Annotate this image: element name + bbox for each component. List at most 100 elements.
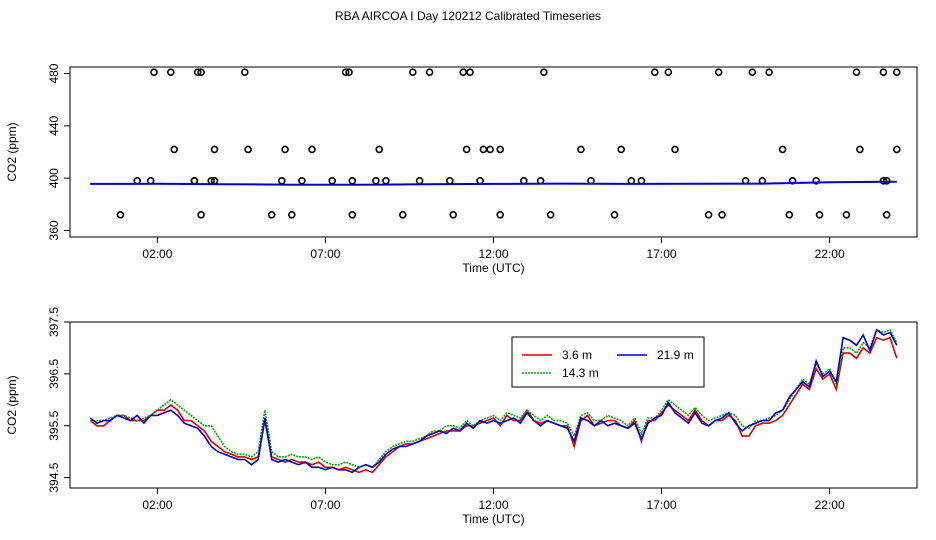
data-point <box>193 68 202 76</box>
y-axis-label: CO2 (ppm) <box>5 122 19 181</box>
data-point <box>577 145 585 154</box>
data-point <box>408 68 417 76</box>
data-point <box>398 211 407 219</box>
series-line-1 <box>89 336 898 474</box>
y-axis-label: CO2 (ppm) <box>5 375 19 434</box>
y-tick-label: 394.5 <box>47 462 61 492</box>
legend-label: 21.9 m <box>657 348 694 362</box>
series-line-3 <box>89 328 898 474</box>
data-point <box>704 211 713 219</box>
data-point <box>425 68 434 76</box>
data-point <box>479 145 488 154</box>
x-tick-label: 12:00 <box>478 498 508 512</box>
data-point <box>650 68 659 76</box>
y-tick-label: 440 <box>47 116 61 136</box>
series-line-2 <box>90 328 898 469</box>
x-axis-label: Time (UTC) <box>462 261 524 275</box>
data-point <box>785 211 794 219</box>
x-tick-label: 12:00 <box>478 247 508 261</box>
data-point <box>664 68 673 76</box>
y-tick-label: 360 <box>47 220 61 240</box>
data-point <box>778 145 787 154</box>
data-point <box>372 177 380 185</box>
data-point <box>298 177 306 185</box>
data-point <box>348 177 357 185</box>
data-point <box>382 177 390 185</box>
data-point <box>308 145 316 154</box>
data-point <box>496 211 505 219</box>
x-axis-label: Time (UTC) <box>462 512 524 526</box>
data-point <box>540 68 548 76</box>
x-tick-label: 17:00 <box>647 247 677 261</box>
data-point <box>718 211 726 219</box>
data-point <box>892 68 901 76</box>
data-point <box>170 145 178 154</box>
data-point <box>842 211 851 219</box>
data-point <box>476 177 484 185</box>
legend-label: 3.6 m <box>562 348 592 362</box>
data-point <box>277 177 286 185</box>
data-point <box>765 68 773 76</box>
data-point <box>197 211 205 219</box>
y-tick-label: 400 <box>47 168 61 188</box>
data-point <box>150 68 158 76</box>
data-point <box>197 68 205 76</box>
data-point <box>210 145 219 154</box>
x-tick-label: 02:00 <box>142 247 172 261</box>
data-point <box>617 145 626 154</box>
data-point <box>267 211 276 219</box>
data-point <box>610 211 619 219</box>
data-point <box>244 145 252 154</box>
data-point <box>190 177 199 185</box>
panel-2: 02:00 07:00 12:00 17:00 22:00 394.5 395.5 396.5… <box>5 307 918 526</box>
data-point <box>462 145 471 154</box>
plot-area <box>89 328 898 474</box>
data-point <box>287 211 296 219</box>
data-point <box>852 68 861 76</box>
data-point <box>281 145 289 154</box>
data-point <box>748 68 757 76</box>
legend: 3.6 m 14.3 m 21.9 m <box>511 336 705 388</box>
data-point <box>445 177 454 185</box>
y-tick-label: 480 <box>47 63 61 83</box>
data-point <box>486 145 494 154</box>
data-point <box>892 145 901 154</box>
figure-title: RBA AIRCOA I Day 120212 Calibrated Times… <box>334 9 602 23</box>
data-point <box>496 145 505 154</box>
data-point <box>167 68 175 76</box>
data-point <box>415 177 424 185</box>
data-point <box>546 211 555 219</box>
data-point <box>459 68 468 76</box>
data-point <box>348 211 357 219</box>
plot-area <box>90 68 901 219</box>
data-point <box>815 211 824 219</box>
data-point <box>671 145 679 154</box>
legend-label: 14.3 m <box>562 366 599 380</box>
x-tick-label: 22:00 <box>815 247 845 261</box>
y-tick-label: 397.5 <box>47 307 61 337</box>
x-tick-label: 07:00 <box>310 247 340 261</box>
data-point <box>812 177 821 185</box>
data-point <box>714 68 723 76</box>
data-point <box>345 68 353 76</box>
data-point <box>856 145 864 154</box>
data-point <box>375 145 384 154</box>
data-point <box>466 68 474 76</box>
legend-box <box>511 336 705 388</box>
data-point <box>341 68 350 76</box>
data-point <box>328 177 337 185</box>
data-point <box>449 211 458 219</box>
x-tick-label: 22:00 <box>815 498 845 512</box>
x-tick-label: 17:00 <box>647 498 677 512</box>
data-point <box>241 68 249 76</box>
data-point <box>116 211 125 219</box>
y-tick-label: 396.5 <box>47 359 61 389</box>
y-tick-label: 395.5 <box>47 410 61 440</box>
x-tick-label: 07:00 <box>310 498 340 512</box>
data-point <box>882 211 891 219</box>
panel-1: 02:00 07:00 12:00 17:00 22:00 360 400 440 480 Tim… <box>5 63 918 275</box>
series-line <box>90 180 897 186</box>
x-tick-label: 02:00 <box>142 498 172 512</box>
